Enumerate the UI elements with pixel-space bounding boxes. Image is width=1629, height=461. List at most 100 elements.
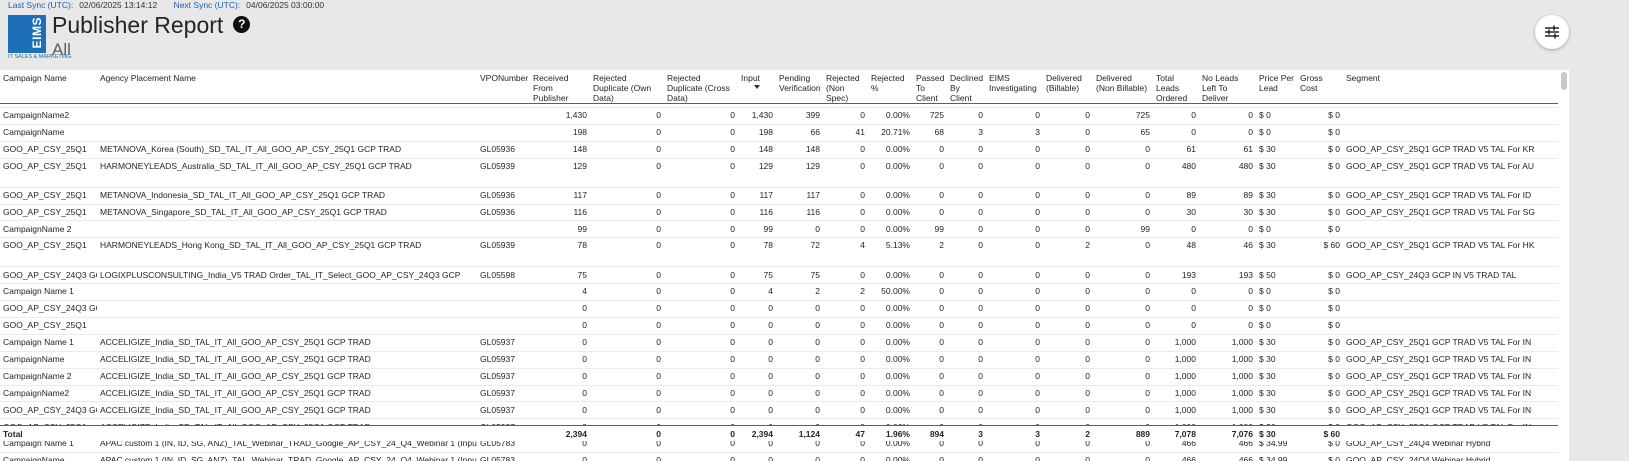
table-cell: 117: [738, 187, 776, 205]
table-cell: 0: [1153, 283, 1199, 302]
table-row[interactable]: CampaignName 2 99 0 0 99 0 0 0.00% 99 0 0 0 99 0 0 $ 0 $…: [0, 220, 1558, 239]
table-row[interactable]: GOO_AP_CSY_25Q1 METANOVA_Singapore_SD_TAL…: [0, 204, 1558, 222]
table-cell: 1,430: [530, 107, 590, 125]
table-cell: 0: [1043, 141, 1093, 159]
table-cell: 0: [664, 283, 738, 302]
table-cell: 0: [823, 452, 868, 461]
sync-bar: Last Sync (UTC): 02/06/2025 13:14:12 Next…: [8, 0, 338, 12]
table-cell: 117: [776, 187, 823, 205]
table-cell: CampaignName2: [0, 385, 97, 403]
table-row[interactable]: CampaignName ACCELIGIZE_India_SD_TAL_IT_A…: [0, 351, 1558, 369]
table-cell: 0: [1043, 187, 1093, 205]
column-header[interactable]: Received From Publisher: [530, 70, 590, 104]
table-cell: 116: [776, 204, 823, 222]
column-header[interactable]: Rejected Duplicate (Cross Data): [664, 70, 738, 104]
table-cell: 0: [776, 351, 823, 369]
table-cell: [1343, 220, 1558, 239]
table-row[interactable]: CampaignName 2 ACCELIGIZE_India_SD_TAL_IT…: [0, 368, 1558, 386]
table-row[interactable]: GOO_AP_CSY_25Q1 HARMONEYLEADS_Australia_S…: [0, 158, 1558, 188]
table-cell: 129: [738, 158, 776, 188]
table-cell: GL05939: [477, 158, 530, 188]
table-scrollbar[interactable]: [1561, 72, 1567, 90]
table-cell: GOO_AP_CSY_25Q1 GCP TRAD V5 TAL For IN: [1343, 368, 1558, 386]
table-cell: 0: [823, 317, 868, 335]
table-row[interactable]: CampaignName APAC custom 1 (IN, ID, SG, A…: [0, 452, 1558, 461]
table-cell: 3: [986, 124, 1043, 142]
table-cell: GOO_AP_CSY_25Q1 GCP TRAD V5 TAL For IN: [1343, 401, 1558, 420]
column-header[interactable]: Passed To Client: [913, 70, 947, 104]
table-cell: $ 0: [1297, 452, 1343, 461]
table-cell: 0: [823, 351, 868, 369]
table-cell: 2: [1043, 237, 1093, 268]
column-header[interactable]: VPONumber: [477, 70, 530, 104]
table-cell: 66: [776, 124, 823, 142]
table-cell: $ 0: [1256, 317, 1297, 335]
table-cell: 0: [823, 385, 868, 403]
total-cell: 1.96%: [868, 425, 913, 441]
table-cell: [97, 283, 477, 302]
column-header[interactable]: EIMS Investigating: [986, 70, 1043, 104]
table-cell: 0: [776, 452, 823, 461]
table-row[interactable]: CampaignName2 ACCELIGIZE_India_SD_TAL_IT_…: [0, 385, 1558, 403]
table-cell: 0: [1043, 317, 1093, 335]
table-cell: 48: [1153, 237, 1199, 268]
table-cell: 0: [590, 401, 664, 420]
column-header[interactable]: Delivered (Non Billable): [1093, 70, 1153, 104]
table-cell: 0: [590, 158, 664, 188]
column-header[interactable]: Price Per Lead: [1256, 70, 1297, 104]
table-cell: 1,000: [1199, 401, 1256, 420]
table-cell: 480: [1153, 158, 1199, 188]
table-cell: 2: [913, 237, 947, 268]
table-row[interactable]: Campaign Name 1 4 0 0 4 2 2 50.00% 0 0 0 0 0 0 0 $ 0 $ 0: [0, 283, 1558, 302]
table-cell: 0: [913, 141, 947, 159]
table-cell: GOO_AP_CSY_25Q1 GCP TRAD V5 TAL For AU: [1343, 158, 1558, 188]
column-header[interactable]: No Leads Left To Deliver: [1199, 70, 1256, 104]
table-cell: 0: [913, 351, 947, 369]
table-row[interactable]: GOO_AP_CSY_24Q3 GCP 0 0 0 0 0 0 0.00% 0 0 0 0 0 0 0 $ 0…: [0, 300, 1558, 319]
table-cell: GL05936: [477, 187, 530, 205]
table-cell: 0: [947, 317, 986, 335]
table-cell: 0: [823, 141, 868, 159]
column-header[interactable]: Pending Verification: [776, 70, 823, 104]
table-cell: METANOVA_Singapore_SD_TAL_IT_All_GOO_AP_…: [97, 204, 477, 222]
total-cell: 3: [947, 425, 986, 441]
column-header[interactable]: Gross Cost: [1297, 70, 1343, 104]
column-header[interactable]: Delivered (Billable): [1043, 70, 1093, 104]
column-header[interactable]: Rejected Duplicate (Own Data): [590, 70, 664, 104]
table-cell: 0: [947, 401, 986, 420]
table-cell: 0: [913, 300, 947, 319]
table-row[interactable]: CampaignName 198 0 0 198 66 41 20.71% 68 3 3 0 65 0 0 $…: [0, 124, 1558, 142]
table-cell: 148: [530, 141, 590, 159]
column-header[interactable]: Segment: [1343, 70, 1558, 104]
column-header[interactable]: Declined By Client: [947, 70, 986, 104]
table-cell: $ 0: [1297, 158, 1343, 188]
column-header[interactable]: Input: [738, 70, 776, 104]
table-cell: 0: [913, 317, 947, 335]
column-header[interactable]: Agency Placement Name: [97, 70, 477, 104]
table-row[interactable]: GOO_AP_CSY_25Q1 0 0 0 0 0 0 0.00% 0 0 0 0 0 0 0 $ 0 $ 0: [0, 317, 1558, 335]
table-cell: 0: [1043, 124, 1093, 142]
table-row[interactable]: GOO_AP_CSY_25Q1 HARMONEYLEADS_Hong Kong_S…: [0, 237, 1558, 268]
column-header[interactable]: Rejected (Non Spec): [823, 70, 868, 104]
column-header[interactable]: Rejected %: [868, 70, 913, 104]
table-row[interactable]: Campaign Name 1 ACCELIGIZE_India_SD_TAL_I…: [0, 334, 1558, 352]
filter-button[interactable]: [1535, 15, 1569, 49]
table-cell: [97, 317, 477, 335]
table-row[interactable]: GOO_AP_CSY_24Q3 GCP ACCELIGIZE_India_SD_T…: [0, 401, 1558, 420]
column-header[interactable]: Total Leads Ordered: [1153, 70, 1199, 104]
help-icon[interactable]: ?: [233, 16, 251, 33]
next-sync-value: 04/06/2025 03:00:00: [246, 0, 325, 10]
table-cell: 0: [1093, 334, 1153, 352]
table-row[interactable]: GOO_AP_CSY_25Q1 METANOVA_Korea (South)_SD…: [0, 141, 1558, 159]
column-header[interactable]: Campaign Name: [0, 70, 97, 104]
table-row[interactable]: CampaignName2 1,430 0 0 1,430 399 0 0.00% 725 0 0 0…: [0, 107, 1558, 125]
table-row[interactable]: GOO_AP_CSY_25Q1 METANOVA_Indonesia_SD_TAL…: [0, 187, 1558, 205]
table-cell: 0: [1153, 107, 1199, 125]
table-cell: ACCELIGIZE_India_SD_TAL_IT_All_GOO_AP_CS…: [97, 351, 477, 369]
table-cell: $ 50: [1256, 266, 1297, 285]
table-cell: 129: [530, 158, 590, 188]
page-title: Publisher Report: [52, 12, 224, 38]
table-cell: 0: [986, 220, 1043, 239]
table-cell: $ 0: [1297, 204, 1343, 222]
table-row[interactable]: GOO_AP_CSY_24Q3 GCP LOGIXPLUSCONSULTING_I…: [0, 266, 1558, 285]
